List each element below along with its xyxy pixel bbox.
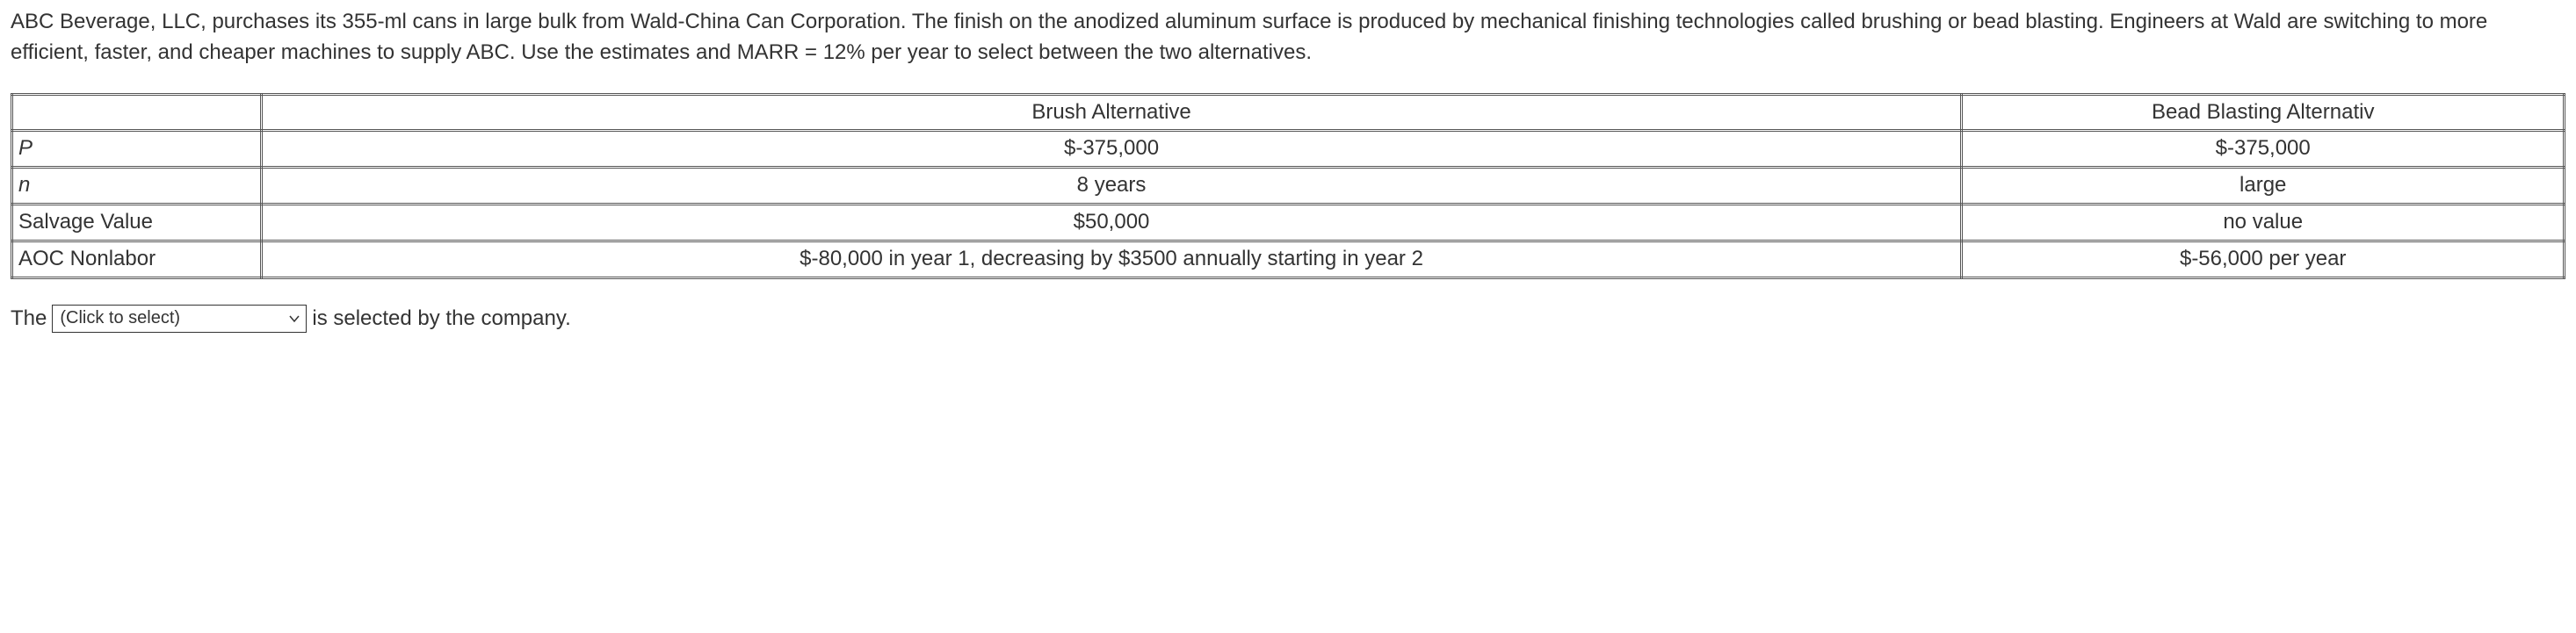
row-aoc-bead: $-56,000 per year [1962,241,2565,277]
header-blank [12,94,262,131]
row-label-p: P [12,131,262,168]
row-aoc-brush: $-80,000 in year 1, decreasing by $3500 … [261,241,1962,277]
row-p-brush: $-375,000 [261,131,1962,168]
row-p-bead: $-375,000 [1962,131,2565,168]
answer-prefix: The [11,304,47,334]
header-bead: Bead Blasting Alternativ [1962,94,2565,131]
row-n-brush: 8 years [261,168,1962,205]
table-row: AOC Nonlabor $-80,000 in year 1, decreas… [12,241,2565,277]
row-label-salvage: Salvage Value [12,204,262,241]
table-row: n 8 years large [12,168,2565,205]
table-header-row: Brush Alternative Bead Blasting Alternat… [12,94,2565,131]
row-n-bead: large [1962,168,2565,205]
select-placeholder: (Click to select) [60,306,180,331]
table-row: P $-375,000 $-375,000 [12,131,2565,168]
row-salvage-bead: no value [1962,204,2565,241]
answer-sentence: The (Click to select) is selected by the… [11,304,2565,334]
alternative-select[interactable]: (Click to select) [52,305,307,333]
row-salvage-brush: $50,000 [261,204,1962,241]
row-label-aoc: AOC Nonlabor [12,241,262,277]
answer-suffix: is selected by the company. [312,304,570,334]
header-brush: Brush Alternative [261,94,1962,131]
problem-statement: ABC Beverage, LLC, purchases its 355-ml … [11,7,2565,68]
table-row: Salvage Value $50,000 no value [12,204,2565,241]
alternatives-table: Brush Alternative Bead Blasting Alternat… [11,93,2565,279]
chevron-down-icon [288,313,300,325]
row-label-n: n [12,168,262,205]
